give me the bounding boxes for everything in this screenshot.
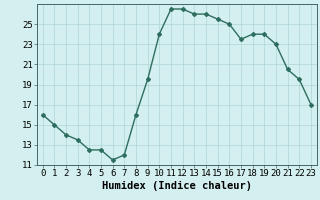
X-axis label: Humidex (Indice chaleur): Humidex (Indice chaleur)	[102, 181, 252, 191]
